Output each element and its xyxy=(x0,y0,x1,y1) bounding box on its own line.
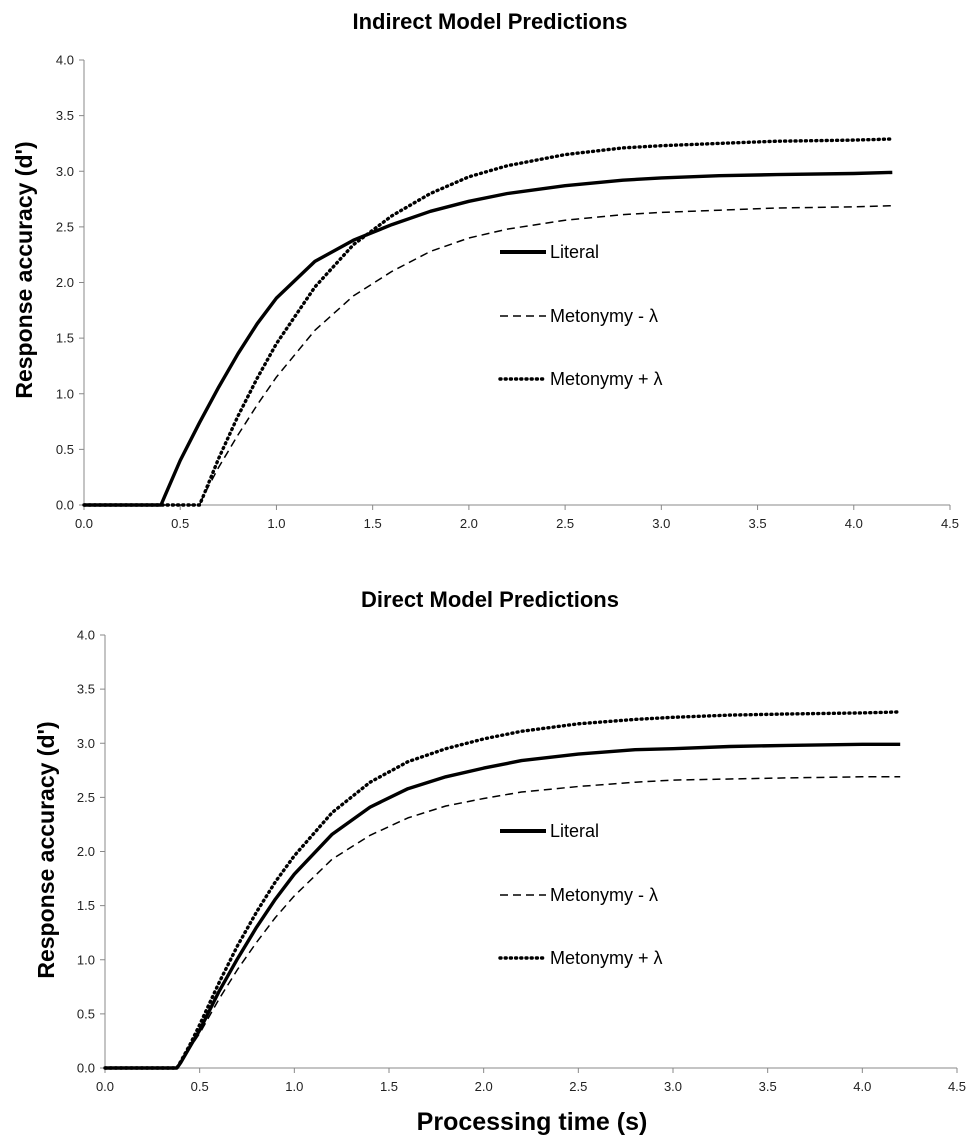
y-tick-label: 0.5 xyxy=(56,442,74,457)
y-tick-label: 1.5 xyxy=(77,898,95,913)
y-tick-label: 0.0 xyxy=(56,498,74,513)
x-tick-label: 4.0 xyxy=(853,1079,871,1094)
y-tick-group: 0.0 0.5 1.0 1.5 2.0 2.5 3.0 3.5 4.0 xyxy=(56,53,84,513)
legend-entry-literal: Literal xyxy=(500,242,599,262)
series-line-solid xyxy=(84,170,893,507)
x-tick-label: 0.0 xyxy=(96,1079,114,1094)
x-tick-label: 1.0 xyxy=(267,516,285,531)
legend: Literal Metonymy - λ Metonymy + λ xyxy=(498,821,663,968)
y-tick-label: 3.0 xyxy=(77,736,95,751)
legend-label: Literal xyxy=(550,821,599,841)
x-tick-group: 0.0 0.5 1.0 1.5 2.0 2.5 3.0 3.5 4.0 4.5 xyxy=(75,505,959,531)
y-tick-label: 1.0 xyxy=(77,952,95,967)
legend-entry-metonymy-plus: Metonymy + λ xyxy=(498,369,663,389)
x-tick-label: 4.5 xyxy=(948,1079,966,1094)
y-tick-label: 3.5 xyxy=(77,682,95,697)
series-line-dotted xyxy=(103,710,902,1070)
x-tick-label: 2.5 xyxy=(569,1079,587,1094)
legend-entry-metonymy-plus: Metonymy + λ xyxy=(498,948,663,968)
x-tick-label: 4.0 xyxy=(845,516,863,531)
y-tick-label: 4.0 xyxy=(77,628,95,643)
x-tick-label: 2.0 xyxy=(475,1079,493,1094)
y-tick-label: 1.0 xyxy=(56,386,74,401)
x-tick-label: 3.5 xyxy=(759,1079,777,1094)
series-group xyxy=(103,710,902,1070)
x-tick-label: 0.5 xyxy=(191,1079,209,1094)
y-tick-label: 2.0 xyxy=(56,275,74,290)
chart-panel-indirect: Indirect Model Predictions Response accu… xyxy=(11,9,959,531)
x-tick-label: 0.5 xyxy=(171,516,189,531)
legend-label: Metonymy - λ xyxy=(550,885,658,905)
x-tick-label: 1.5 xyxy=(364,516,382,531)
x-axis-label: Processing time (s) xyxy=(417,1108,648,1136)
legend-entry-metonymy-minus: Metonymy - λ xyxy=(500,885,658,905)
series-line-dashed xyxy=(84,204,893,506)
y-tick-label: 4.0 xyxy=(56,53,74,68)
x-tick-group: 0.0 0.5 1.0 1.5 2.0 2.5 3.0 3.5 4.0 4.5 xyxy=(96,1068,966,1094)
legend-label: Metonymy + λ xyxy=(550,369,663,389)
legend-label: Metonymy - λ xyxy=(550,306,658,326)
y-tick-label: 0.5 xyxy=(77,1006,95,1021)
x-tick-label: 4.5 xyxy=(941,516,959,531)
y-tick-label: 3.0 xyxy=(56,164,74,179)
series-line-dotted xyxy=(82,137,894,507)
legend-label: Metonymy + λ xyxy=(550,948,663,968)
y-tick-label: 2.5 xyxy=(56,219,74,234)
y-tick-label: 0.0 xyxy=(77,1061,95,1076)
x-tick-label: 3.5 xyxy=(749,516,767,531)
y-tick-label: 2.0 xyxy=(77,844,95,859)
y-tick-label: 2.5 xyxy=(77,790,95,805)
chart-title: Indirect Model Predictions xyxy=(352,9,627,34)
legend: Literal Metonymy - λ Metonymy + λ xyxy=(498,242,663,389)
legend-entry-metonymy-minus: Metonymy - λ xyxy=(500,306,658,326)
legend-entry-literal: Literal xyxy=(500,821,599,841)
series-line-dashed xyxy=(105,776,901,1069)
chart-panel-direct: Direct Model Predictions Response accura… xyxy=(33,587,966,1136)
x-tick-label: 2.0 xyxy=(460,516,478,531)
x-tick-label: 2.5 xyxy=(556,516,574,531)
x-tick-label: 3.0 xyxy=(664,1079,682,1094)
x-tick-label: 0.0 xyxy=(75,516,93,531)
legend-label: Literal xyxy=(550,242,599,262)
series-line-solid xyxy=(105,742,901,1070)
y-tick-label: 1.5 xyxy=(56,331,74,346)
x-tick-label: 1.0 xyxy=(285,1079,303,1094)
series-group xyxy=(82,137,894,507)
y-tick-group: 0.0 0.5 1.0 1.5 2.0 2.5 3.0 3.5 4.0 xyxy=(77,628,105,1076)
y-axis-label: Response accuracy (d') xyxy=(11,141,37,398)
y-axis-label: Response accuracy (d') xyxy=(33,721,59,978)
chart-title: Direct Model Predictions xyxy=(361,587,619,612)
x-tick-label: 3.0 xyxy=(652,516,670,531)
y-tick-label: 3.5 xyxy=(56,108,74,123)
x-tick-label: 1.5 xyxy=(380,1079,398,1094)
